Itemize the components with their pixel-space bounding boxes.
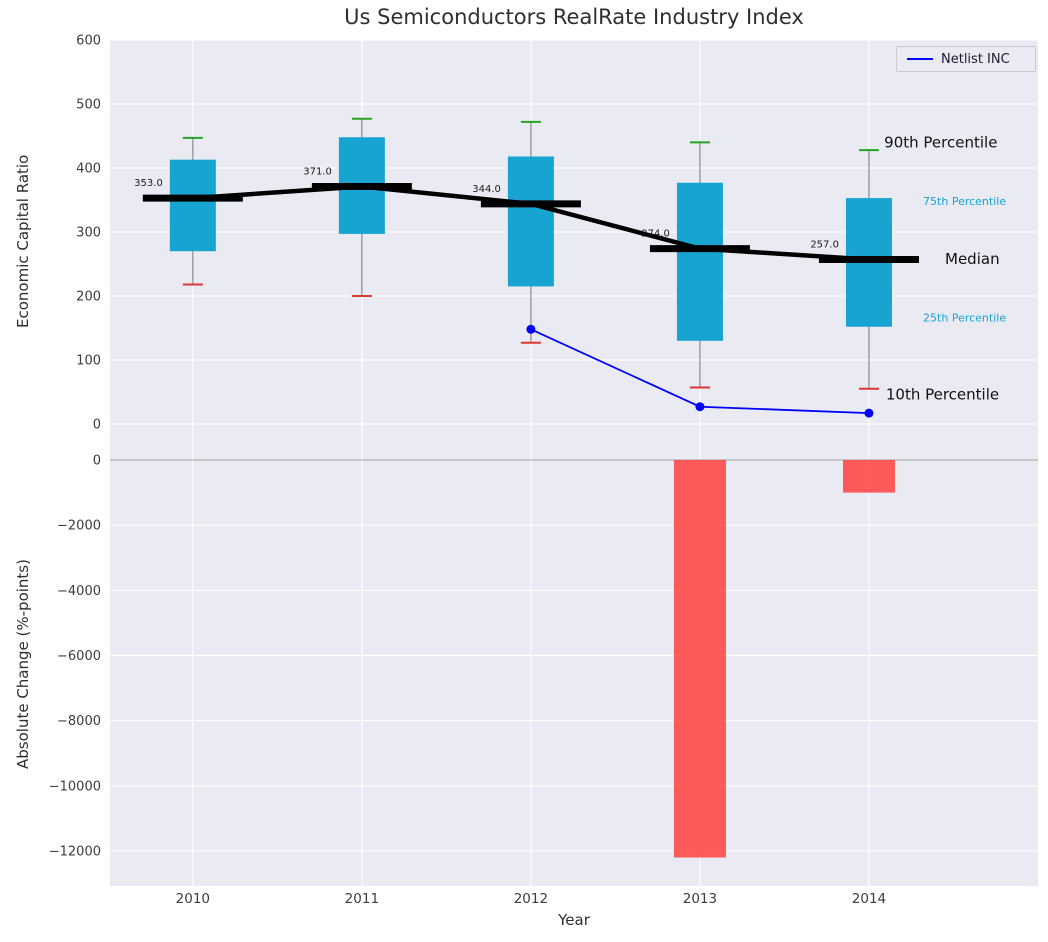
y-tick-label: 100 bbox=[76, 354, 101, 369]
annotation: 90th Percentile bbox=[884, 134, 997, 152]
y-tick-label: −10000 bbox=[49, 779, 101, 794]
x-tick-label: 2012 bbox=[514, 891, 548, 907]
chart-title: Us Semiconductors RealRate Industry Inde… bbox=[344, 5, 804, 29]
bar-2013 bbox=[673, 460, 726, 858]
box-2010 bbox=[169, 159, 216, 252]
legend-label: Netlist INC bbox=[941, 51, 1010, 67]
legend-line-icon bbox=[907, 58, 933, 60]
y-axis-label-bottom: Absolute Change (%-points) bbox=[14, 559, 32, 769]
y-tick-label: −4000 bbox=[57, 584, 101, 599]
y-tick-label: 0 bbox=[93, 418, 101, 433]
y-tick-label: 500 bbox=[76, 98, 101, 113]
x-tick-label: 2010 bbox=[176, 891, 210, 907]
y-tick-label: 300 bbox=[76, 226, 101, 241]
box-2013 bbox=[676, 182, 723, 341]
y-axis-label-top: Economic Capital Ratio bbox=[14, 154, 32, 328]
median-value-label: 344.0 bbox=[472, 184, 501, 195]
netlist-marker bbox=[864, 408, 874, 418]
median-value-label: 371.0 bbox=[303, 167, 332, 178]
y-tick-label: −12000 bbox=[49, 845, 101, 860]
median-value-label: 274.0 bbox=[641, 229, 670, 240]
median-value-label: 257.0 bbox=[810, 240, 839, 251]
netlist-marker bbox=[695, 402, 705, 412]
x-tick-label: 2011 bbox=[345, 891, 379, 907]
annotation: 10th Percentile bbox=[886, 386, 999, 404]
annotation: 75th Percentile bbox=[923, 195, 1006, 208]
netlist-marker bbox=[526, 324, 536, 334]
median-value-label: 353.0 bbox=[134, 178, 163, 189]
annotation: Median bbox=[945, 250, 1000, 268]
y-tick-label: −8000 bbox=[57, 714, 101, 729]
x-tick-label: 2014 bbox=[852, 891, 886, 907]
annotation: 25th Percentile bbox=[923, 312, 1006, 325]
y-tick-label: 600 bbox=[76, 34, 101, 49]
y-tick-label: 200 bbox=[76, 290, 101, 305]
box-2012 bbox=[507, 156, 554, 287]
x-axis-label: Year bbox=[558, 911, 590, 929]
y-tick-label: 400 bbox=[76, 162, 101, 177]
y-tick-label: −2000 bbox=[57, 519, 101, 534]
y-tick-label: −6000 bbox=[57, 649, 101, 664]
plot-background bbox=[110, 40, 1038, 886]
legend: Netlist INC bbox=[896, 46, 1036, 72]
x-tick-label: 2013 bbox=[683, 891, 717, 907]
y-tick-label: 0 bbox=[93, 454, 101, 469]
bar-2014 bbox=[842, 460, 895, 493]
